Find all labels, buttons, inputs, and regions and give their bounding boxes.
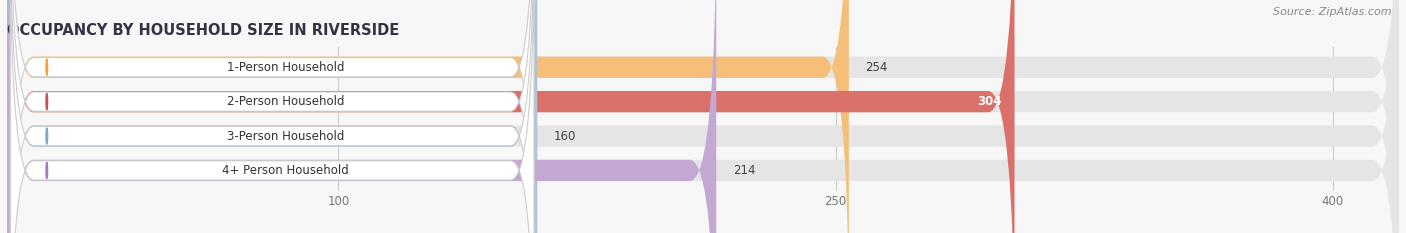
Circle shape xyxy=(46,93,48,110)
FancyBboxPatch shape xyxy=(7,0,1399,233)
FancyBboxPatch shape xyxy=(7,0,1015,233)
FancyBboxPatch shape xyxy=(10,0,534,233)
FancyBboxPatch shape xyxy=(7,0,1399,233)
Text: 1-Person Household: 1-Person Household xyxy=(226,61,344,74)
Text: 3-Person Household: 3-Person Household xyxy=(226,130,344,143)
Text: 214: 214 xyxy=(733,164,755,177)
Text: 2-Person Household: 2-Person Household xyxy=(226,95,344,108)
Text: 4+ Person Household: 4+ Person Household xyxy=(222,164,349,177)
Circle shape xyxy=(46,162,48,179)
FancyBboxPatch shape xyxy=(7,0,1399,233)
Circle shape xyxy=(46,59,48,75)
Text: OCCUPANCY BY HOUSEHOLD SIZE IN RIVERSIDE: OCCUPANCY BY HOUSEHOLD SIZE IN RIVERSIDE xyxy=(7,24,399,38)
Circle shape xyxy=(46,128,48,144)
Text: 304: 304 xyxy=(977,95,1001,108)
FancyBboxPatch shape xyxy=(7,0,716,233)
FancyBboxPatch shape xyxy=(7,0,849,233)
Text: Source: ZipAtlas.com: Source: ZipAtlas.com xyxy=(1274,7,1392,17)
Text: 254: 254 xyxy=(866,61,887,74)
FancyBboxPatch shape xyxy=(7,0,1399,233)
FancyBboxPatch shape xyxy=(7,0,537,233)
Text: 160: 160 xyxy=(554,130,576,143)
FancyBboxPatch shape xyxy=(10,0,534,233)
FancyBboxPatch shape xyxy=(10,0,534,233)
FancyBboxPatch shape xyxy=(10,0,534,233)
